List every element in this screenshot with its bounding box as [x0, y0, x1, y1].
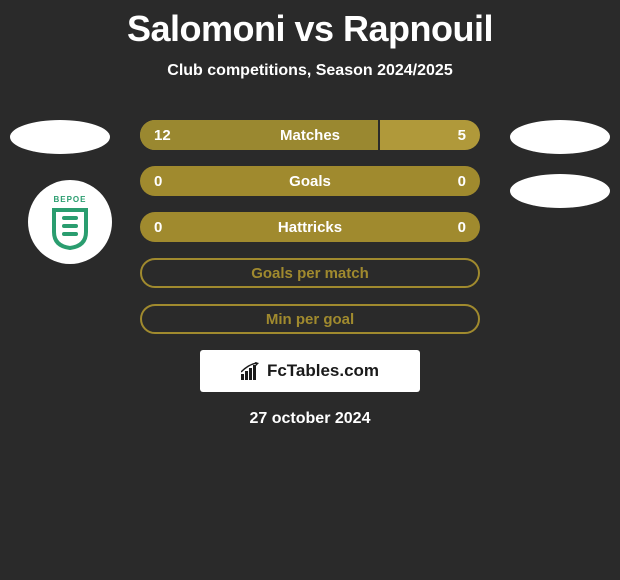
stat-value-left: 12: [154, 127, 171, 144]
player-right-badge-2: [510, 174, 610, 208]
club-logo-left: BEPOE: [28, 180, 112, 264]
stat-label: Goals per match: [251, 265, 369, 282]
stat-bar-goals-per-match: Goals per match: [140, 258, 480, 288]
stat-label: Min per goal: [266, 311, 354, 328]
stat-value-right: 5: [458, 127, 466, 144]
bar-chart-icon: [241, 362, 263, 380]
stat-value-left: 0: [154, 173, 162, 190]
stat-bar-matches: 12 Matches 5: [140, 120, 480, 150]
footer-brand-text: FcTables.com: [267, 361, 379, 381]
stat-fill-left: [140, 120, 378, 150]
stat-value-right: 0: [458, 173, 466, 190]
stat-value-right: 0: [458, 219, 466, 236]
stat-label: Matches: [280, 127, 340, 144]
stats-container: 12 Matches 5 0 Goals 0 0 Hattricks 0 Goa…: [140, 120, 480, 334]
page-title: Salomoni vs Rapnouil: [0, 0, 620, 50]
club-logo-text: BEPOE: [53, 195, 86, 204]
stat-label: Goals: [289, 173, 331, 190]
player-right-badge-1: [510, 120, 610, 154]
shield-icon: [48, 206, 92, 250]
stat-bar-goals: 0 Goals 0: [140, 166, 480, 196]
footer-brand-box: FcTables.com: [200, 350, 420, 392]
footer-date: 27 october 2024: [0, 410, 620, 428]
stat-value-left: 0: [154, 219, 162, 236]
page-subtitle: Club competitions, Season 2024/2025: [0, 62, 620, 80]
player-left-badge: [10, 120, 110, 154]
comparison-content: BEPOE 12 Matches 5 0 Goals 0 0 Hattricks…: [0, 120, 620, 428]
stat-bar-hattricks: 0 Hattricks 0: [140, 212, 480, 242]
stat-label: Hattricks: [278, 219, 342, 236]
stat-bar-min-per-goal: Min per goal: [140, 304, 480, 334]
